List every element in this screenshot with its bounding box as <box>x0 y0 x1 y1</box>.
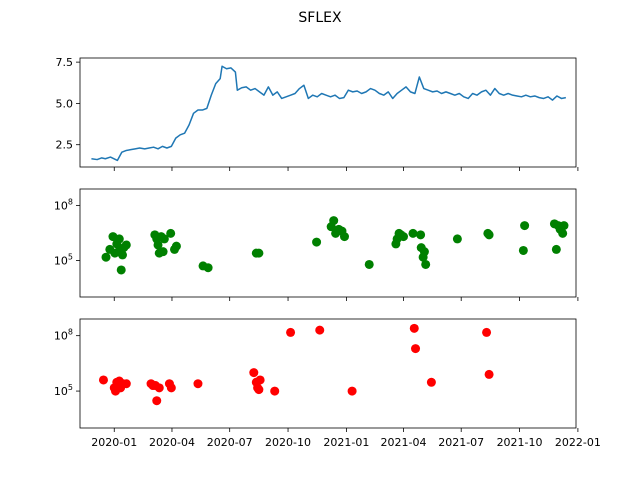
data-point <box>121 240 131 250</box>
data-point <box>551 244 561 254</box>
panels: 2.5 5.0 7.5 105 108 105 108 2020-01 2020-04 2020-… <box>54 56 601 449</box>
x-tick-label: 2020-10 <box>265 436 311 449</box>
y-tick-label: 7.5 <box>56 56 74 69</box>
data-point <box>398 232 408 242</box>
data-point <box>203 263 213 273</box>
data-point <box>520 221 530 231</box>
y-tick-label: 5.0 <box>56 97 74 110</box>
data-point <box>101 252 111 262</box>
x-tick-label: 2021-01 <box>323 436 369 449</box>
x-tick-label: 2020-04 <box>149 436 195 449</box>
panel-2: 105 108 <box>54 188 579 301</box>
data-point <box>166 228 176 238</box>
data-point <box>416 230 426 240</box>
chart-title: SFLEX <box>298 10 342 26</box>
data-point <box>118 250 127 260</box>
data-point <box>452 234 462 244</box>
data-point <box>158 247 168 257</box>
data-point <box>166 383 176 393</box>
y-tick-label: 105 <box>54 252 73 267</box>
data-point <box>421 259 431 269</box>
panel-3: 105 108 2020-01 2020-04 2020-07 2020-10 2021-0… <box>54 318 601 449</box>
y-tick-label: 108 <box>54 198 73 213</box>
axes-frame <box>79 188 577 298</box>
data-point <box>286 327 296 337</box>
data-point <box>193 379 203 389</box>
data-point <box>152 396 162 406</box>
data-point <box>171 241 181 251</box>
data-point <box>255 375 265 385</box>
data-point <box>518 245 528 255</box>
data-point <box>426 377 436 387</box>
data-point <box>114 234 124 244</box>
x-tick-label: 2020-01 <box>91 436 137 449</box>
y-tick-exponent: 5 <box>68 383 73 392</box>
data-point <box>312 237 322 247</box>
data-point <box>254 248 264 258</box>
x-tick-label: 2022-01 <box>555 436 601 449</box>
data-point <box>270 386 280 396</box>
y-tick-exponent: 8 <box>68 198 73 207</box>
data-point <box>254 385 264 395</box>
data-point <box>364 259 374 269</box>
data-point <box>315 325 325 335</box>
data-point <box>411 344 421 354</box>
x-tick-label: 2021-04 <box>380 436 426 449</box>
data-point <box>347 386 357 396</box>
data-point <box>154 383 164 393</box>
data-point <box>409 323 419 333</box>
data-point <box>159 234 169 244</box>
data-point <box>121 379 131 389</box>
data-point <box>408 228 418 238</box>
y-tick-label: 108 <box>54 328 73 343</box>
axes-frame <box>79 318 577 429</box>
panel-1: 2.5 5.0 7.5 <box>56 56 579 171</box>
data-point <box>484 369 494 379</box>
series-marks <box>91 65 566 162</box>
x-tick-label: 2020-07 <box>207 436 253 449</box>
y-tick-exponent: 5 <box>68 252 73 261</box>
data-point <box>98 375 108 385</box>
data-point <box>329 216 339 226</box>
y-tick-exponent: 8 <box>68 328 73 337</box>
data-point <box>482 327 492 337</box>
data-point <box>249 368 259 378</box>
data-point <box>419 247 429 257</box>
axes-frame <box>79 57 577 168</box>
data-point <box>116 265 126 275</box>
price-line <box>91 65 566 162</box>
data-point <box>153 240 163 250</box>
y-tick-label: 105 <box>54 383 73 398</box>
x-tick-label: 2021-07 <box>438 436 484 449</box>
series-marks <box>98 323 494 406</box>
data-point <box>559 221 569 231</box>
y-tick-label: 2.5 <box>56 139 74 152</box>
data-point <box>339 232 349 242</box>
series-marks <box>101 216 569 275</box>
x-tick-label: 2021-10 <box>497 436 543 449</box>
data-point <box>558 228 568 238</box>
data-point <box>484 230 494 240</box>
